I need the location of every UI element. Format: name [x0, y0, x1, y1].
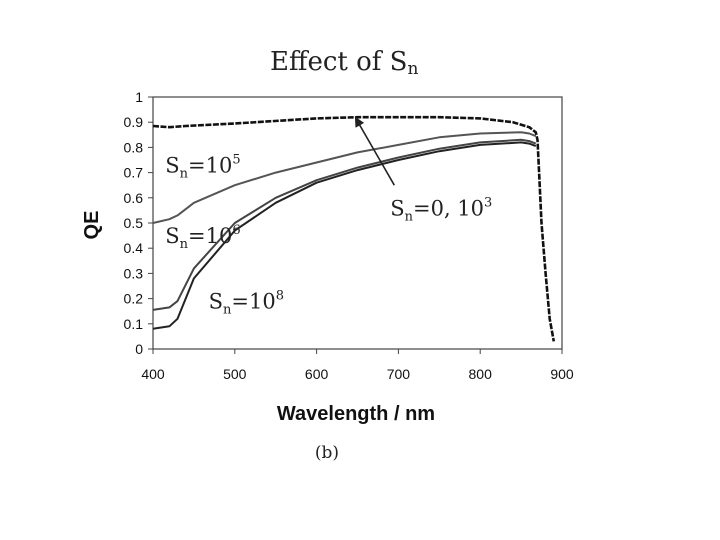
x-tick-label: 800 [469, 366, 493, 382]
x-tick-label: 500 [223, 366, 247, 382]
series-layer [152, 115, 556, 342]
y-tick-label: 0.7 [124, 165, 144, 181]
series-label-1: Sn=105 [165, 153, 240, 182]
axes: 400 500 600 700 800 900 0 0.1 0.2 0.3 0.4 0.5 0.6 0.7… [124, 89, 574, 382]
figure-caption: (b) [315, 443, 339, 463]
series-labels: Sn=105 Sn=106 Sn=108 Sn=0, 103 [165, 116, 492, 318]
x-tick-label: 400 [141, 366, 165, 382]
y-tick-label: 0.4 [124, 240, 144, 256]
x-axis-label: Wavelength / nm [277, 403, 435, 425]
x-tick-label: 600 [305, 366, 329, 382]
y-axis-label: QE [81, 211, 103, 240]
series-label-3: Sn=108 [209, 289, 284, 318]
series-line-2 [152, 138, 537, 311]
series-line-1 [152, 131, 537, 224]
y-tick-label: 0 [135, 341, 143, 357]
y-tick-label: 0.6 [124, 190, 144, 206]
annotation-arrow [354, 116, 396, 186]
series-line-3 [152, 141, 537, 330]
y-tick-label: 0.3 [124, 265, 144, 281]
y-tick-label: 0.9 [124, 114, 144, 130]
series-label-0: Sn=0, 103 [390, 195, 492, 224]
x-tick-label: 700 [387, 366, 411, 382]
y-tick-label: 1 [135, 89, 143, 105]
x-tick-label: 900 [550, 366, 574, 382]
y-tick-label: 0.5 [124, 215, 144, 231]
y-tick-label: 0.2 [124, 291, 144, 307]
y-tick-label: 0.8 [124, 139, 144, 155]
chart-title: Effect of Sn [270, 47, 418, 79]
y-tick-label: 0.1 [124, 316, 144, 332]
series-label-2: Sn=106 [165, 223, 240, 252]
series-line-0 [152, 115, 556, 342]
